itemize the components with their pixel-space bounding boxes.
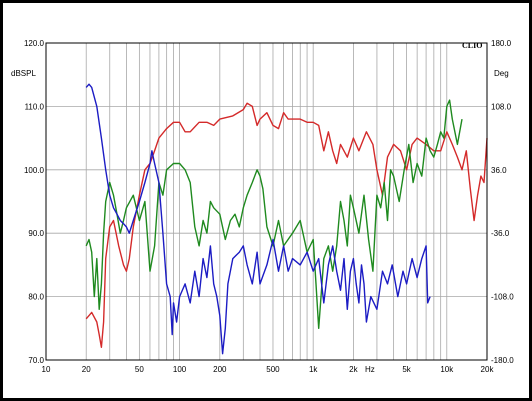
y-tick-label-right: 180.0 (491, 39, 512, 48)
y-tick-label-right: -180.0 (491, 356, 514, 365)
y-axis-unit-left: dBSPL (11, 69, 36, 78)
axis-labels: 10 20 50 100 200 500 1k 2k 5k 10k 20k 70.0 80.0 90.0 1… (24, 39, 514, 374)
series-line-3 (85, 83, 431, 355)
x-tick-label: 10 (42, 365, 51, 374)
y-tick-label-left: 110.0 (25, 102, 45, 111)
x-tick-label: 200 (213, 365, 227, 374)
y-axis-unit-right: Deg (494, 69, 509, 78)
series-layer (85, 83, 488, 355)
y-tick-label-right: -108.0 (491, 293, 514, 302)
series-line-1 (85, 102, 488, 348)
x-tick-label: 10k (440, 365, 454, 374)
x-tick-label: 5k (402, 365, 411, 374)
x-tick-label: 2k (349, 365, 358, 374)
y-tick-label-right: 108.0 (491, 102, 512, 111)
y-tick-label-right: -36.0 (491, 229, 510, 238)
x-tick-label: 100 (173, 365, 187, 374)
y-tick-label-left: 80.0 (28, 293, 44, 302)
clio-brand-label: CLIO (462, 41, 482, 50)
series-line-2 (85, 99, 463, 329)
x-tick-label: 20 (82, 365, 91, 374)
y-tick-label-left: 70.0 (28, 356, 44, 365)
x-tick-label: 50 (135, 365, 144, 374)
grid-lines (46, 43, 487, 360)
y-tick-label-left: 90.0 (28, 229, 44, 238)
plot-border (45, 42, 488, 361)
x-tick-label: 20k (481, 365, 495, 374)
x-tick-label: 500 (266, 365, 280, 374)
x-axis-unit: Hz (365, 365, 375, 374)
y-tick-label-left: 100.0 (24, 166, 45, 175)
y-tick-label-left: 120.0 (24, 39, 45, 48)
x-tick-label: 1k (309, 365, 318, 374)
y-tick-label-right: 36.0 (491, 166, 507, 175)
